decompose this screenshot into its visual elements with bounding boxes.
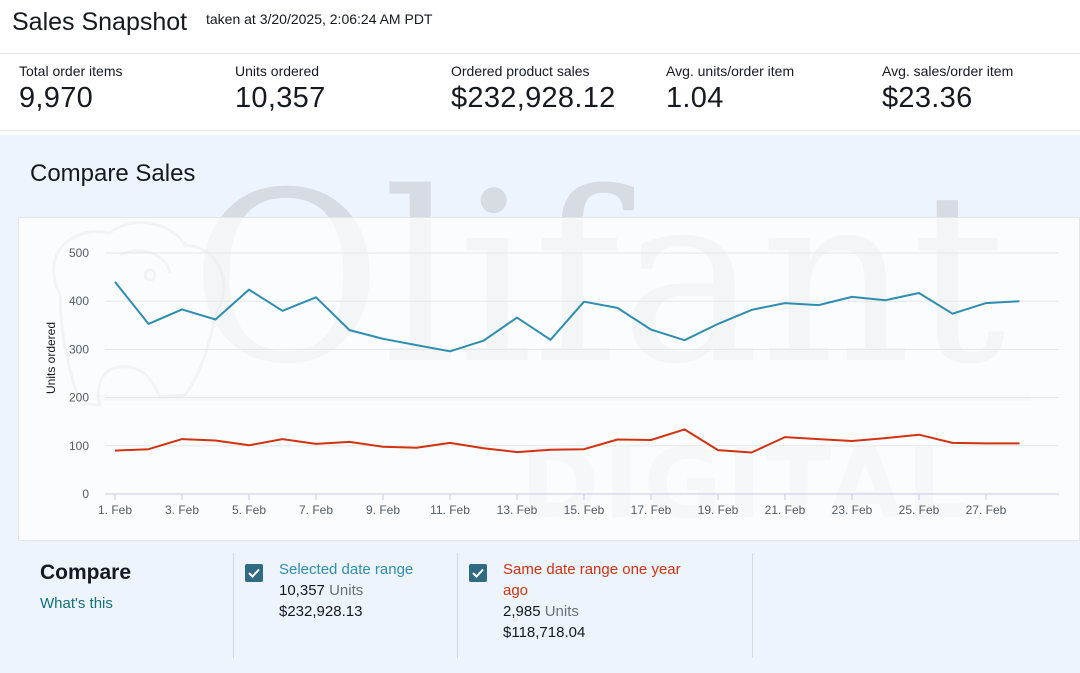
section-title: Compare Sales bbox=[30, 160, 196, 187]
snapshot-timestamp: taken at 3/20/2025, 2:06:24 AM PDT bbox=[206, 11, 433, 27]
y-tick-label: 300 bbox=[69, 342, 89, 356]
units-word: Units bbox=[329, 582, 364, 599]
x-tick-label: 3. Feb bbox=[165, 503, 199, 517]
x-tick-label: 7. Feb bbox=[299, 503, 333, 517]
metric-value: $232,928.12 bbox=[451, 82, 616, 114]
x-tick-label: 11. Feb bbox=[430, 503, 470, 517]
y-tick-label: 400 bbox=[69, 294, 89, 308]
legend-title: Compare bbox=[40, 561, 132, 584]
x-tick-label: 9. Feb bbox=[366, 503, 400, 517]
x-tick-label: 19. Feb bbox=[698, 503, 739, 517]
metric-units-ordered: Units ordered 10,357 bbox=[235, 63, 326, 115]
series-units: 10,357 Units bbox=[279, 580, 479, 601]
check-icon bbox=[248, 568, 260, 578]
metrics-row: Total order items 9,970 Units ordered 10… bbox=[0, 55, 1080, 131]
series-sales: $232,928.13 bbox=[279, 603, 363, 620]
y-tick-label: 100 bbox=[69, 439, 89, 453]
series-name: Selected date range bbox=[279, 561, 414, 578]
series-units: 2,985 Units bbox=[503, 601, 703, 622]
metric-value: 1.04 bbox=[666, 82, 724, 114]
whats-this-link[interactable]: What's this bbox=[40, 595, 113, 612]
x-tick-label: 17. Feb bbox=[631, 503, 672, 517]
series-name: Same date range one year ago bbox=[503, 561, 681, 599]
y-tick-label: 500 bbox=[69, 246, 89, 260]
chart-container: 0 100 200 300 400 500 1. Feb 3. Feb 5. Feb 7. Fe… bbox=[18, 217, 1080, 541]
series-line-prior-year bbox=[114, 428, 1020, 454]
x-tick-label: 1. Feb bbox=[98, 503, 132, 517]
x-tick-label: 5. Feb bbox=[232, 503, 266, 517]
series-line-selected-range bbox=[114, 281, 1020, 353]
metric-value: 10,357 bbox=[235, 82, 326, 114]
chart-series bbox=[114, 281, 1020, 454]
units-ordered-line-chart: 0 100 200 300 400 500 1. Feb 3. Feb 5. Feb 7. Fe… bbox=[44, 246, 1059, 517]
metric-label: Total order items bbox=[19, 63, 123, 79]
y-tick-label: 200 bbox=[69, 391, 89, 405]
metric-value: 9,970 bbox=[19, 82, 94, 114]
units-value: 10,357 bbox=[279, 582, 325, 599]
divider bbox=[752, 553, 753, 658]
chart-gridlines bbox=[105, 252, 1059, 495]
metric-label: Avg. sales/order item bbox=[882, 63, 1014, 79]
x-tick-label: 23. Feb bbox=[832, 503, 873, 517]
x-tick-label: 15. Feb bbox=[564, 503, 605, 517]
metric-total-order-items: Total order items 9,970 bbox=[19, 63, 122, 115]
x-tick-label: 27. Feb bbox=[966, 503, 1007, 517]
metric-value: $23.36 bbox=[882, 82, 973, 114]
metric-avg-sales-per-order-item: Avg. sales/order item $23.36 bbox=[882, 63, 1013, 115]
metric-avg-units-per-order-item: Avg. units/order item 1.04 bbox=[666, 63, 794, 115]
check-icon bbox=[472, 568, 484, 578]
x-tick-label: 13. Feb bbox=[497, 503, 538, 517]
legend-item-text: Same date range one year ago 2,985 Units… bbox=[503, 559, 703, 643]
series-sales: $118,718.04 bbox=[503, 624, 586, 641]
divider bbox=[233, 553, 234, 658]
metric-label: Ordered product sales bbox=[451, 63, 590, 79]
page-title: Sales Snapshot bbox=[12, 8, 188, 36]
metric-label: Units ordered bbox=[235, 63, 320, 79]
metric-label: Avg. units/order item bbox=[666, 63, 795, 79]
y-axis-label: Units ordered bbox=[44, 322, 58, 394]
y-tick-label: 0 bbox=[82, 487, 89, 501]
compare-legend: Compare What's this Selected date range … bbox=[18, 543, 1080, 673]
x-tick-label: 25. Feb bbox=[899, 503, 940, 517]
y-axis: 0 100 200 300 400 500 bbox=[69, 246, 89, 501]
units-value: 2,985 bbox=[503, 603, 541, 620]
header-bar: Sales Snapshot taken at 3/20/2025, 2:06:… bbox=[0, 0, 1080, 54]
compare-sales-panel: Olifant DIGITAL Compare Sales 0100200300… bbox=[0, 135, 1080, 673]
metric-ordered-product-sales: Ordered product sales $232,928.12 bbox=[451, 63, 616, 115]
divider bbox=[457, 553, 458, 658]
prior-year-checkbox[interactable] bbox=[469, 564, 487, 582]
x-axis: 1. Feb 3. Feb 5. Feb 7. Feb 9. Feb 11. Feb 13.… bbox=[98, 494, 1007, 517]
units-word: Units bbox=[544, 603, 579, 620]
selected-range-checkbox[interactable] bbox=[245, 564, 263, 582]
x-tick-label: 21. Feb bbox=[765, 503, 806, 517]
legend-item-text: Selected date range 10,357 Units $232,92… bbox=[279, 559, 479, 622]
